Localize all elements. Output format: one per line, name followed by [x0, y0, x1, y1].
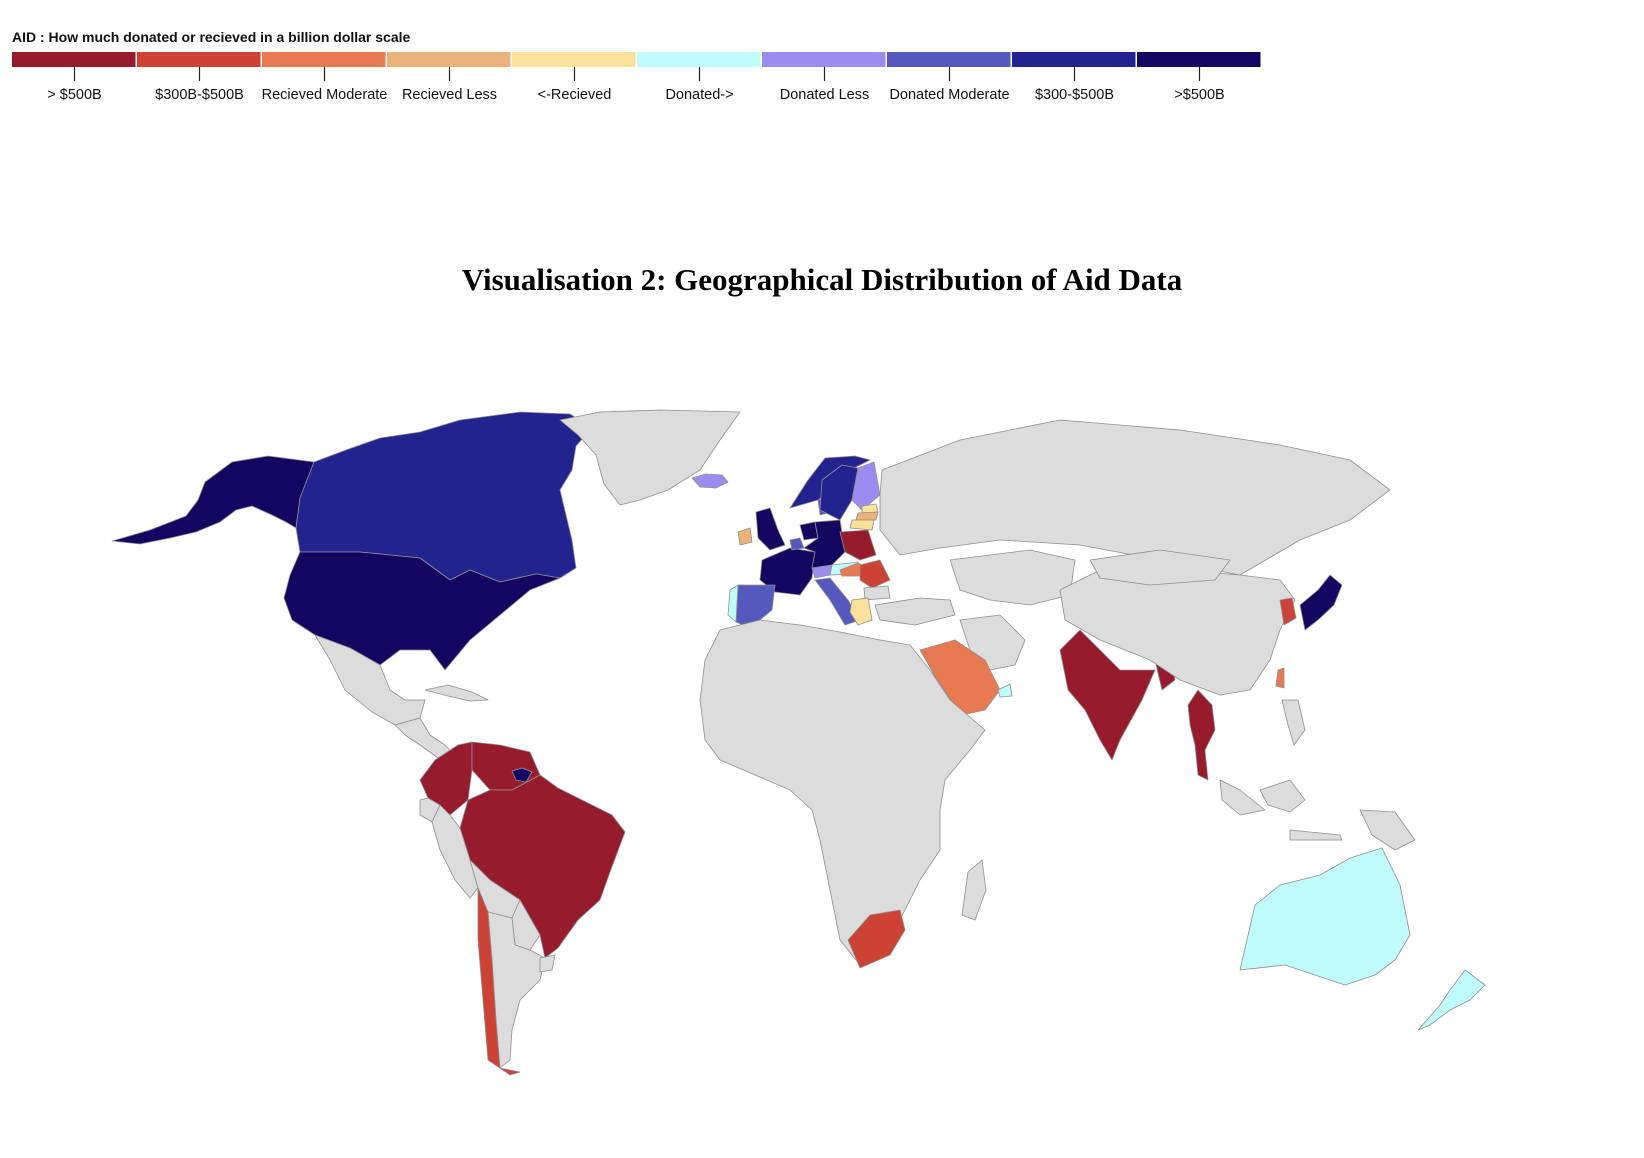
country-philippines[interactable]: Philippines	[1281, 699, 1306, 746]
legend-label: >$500B	[1174, 87, 1224, 103]
country-united-arab-emirates[interactable]: United Arab Emirates	[997, 683, 1013, 698]
country-papua-new-guinea[interactable]: Papua New Guinea	[1359, 809, 1416, 851]
legend-swatch	[1012, 52, 1136, 67]
legend-label: $300B-$500B	[155, 87, 244, 103]
country-japan[interactable]: Japan	[1299, 574, 1343, 631]
country-french-guiana[interactable]: French Guiana	[511, 767, 533, 783]
country-bulgaria[interactable]: Bulgaria	[863, 585, 891, 601]
country-alaska[interactable]: Alaska (United States)	[111, 455, 315, 545]
country-mexico[interactable]: Mexico	[314, 634, 426, 726]
legend-label: Donated->	[665, 87, 733, 103]
legend-swatch	[637, 52, 761, 67]
legend-swatch	[12, 52, 136, 67]
country-iceland[interactable]: Iceland	[691, 473, 729, 489]
country-russia[interactable]: Russia	[879, 419, 1391, 576]
country-thailand[interactable]: Thailand	[1187, 689, 1216, 781]
country-south-korea[interactable]: South Korea	[1279, 597, 1297, 626]
legend-swatch	[887, 52, 1011, 67]
legend-scale: > $500B $300B-$500B Recieved Moderate Recie…	[12, 52, 1261, 103]
country-greece[interactable]: Greece	[849, 597, 873, 626]
legend-label: Recieved Less	[402, 87, 497, 103]
country-greenland[interactable]: Greenland	[559, 409, 741, 506]
country-latvia[interactable]: Latvia	[855, 511, 879, 521]
country-kazakhstan[interactable]: Kazakhstan	[949, 549, 1076, 606]
map-title: Visualisation 2: Geographical Distributi…	[461, 262, 1183, 297]
legend-swatch	[137, 52, 261, 67]
country-africa[interactable]: Africa	[699, 619, 986, 966]
legend-swatch	[262, 52, 386, 67]
country-india[interactable]: India	[1059, 629, 1156, 761]
legend-label: > $500B	[47, 87, 101, 103]
country-belgium[interactable]: Belgium	[789, 537, 805, 551]
country-chile[interactable]: Chile	[477, 887, 521, 1076]
legend-label: Recieved Moderate	[262, 87, 388, 103]
legend-swatch	[387, 52, 511, 67]
legend-label: <-Recieved	[538, 87, 612, 103]
legend-title: AID : How much donated or recieved in a …	[12, 29, 411, 45]
country-romania[interactable]: Romania	[859, 559, 891, 589]
country-new-zealand[interactable]: New Zealand	[1417, 969, 1486, 1031]
country-estonia[interactable]: Estonia	[861, 503, 879, 514]
legend-label: $300-$500B	[1035, 87, 1114, 103]
country-australia[interactable]: Australia	[1239, 847, 1411, 986]
country-mongolia[interactable]: Mongolia	[1089, 549, 1231, 586]
country-indonesia[interactable]: Indonesia	[1219, 779, 1343, 841]
country-taiwan[interactable]: Taiwan	[1275, 667, 1285, 689]
country-turkey[interactable]: Turkey	[874, 597, 956, 626]
country-uruguay[interactable]: Uruguay	[539, 954, 556, 973]
country-united-kingdom[interactable]: United Kingdom	[755, 507, 786, 551]
country-south-africa[interactable]: South Africa	[847, 909, 906, 969]
country-poland[interactable]: Poland	[839, 529, 877, 561]
country-cuba[interactable]: Cuba	[424, 684, 489, 702]
country-lithuania[interactable]: Lithuania	[849, 519, 875, 531]
legend-label: Donated Moderate	[889, 87, 1009, 103]
country-portugal[interactable]: Portugal	[727, 584, 739, 623]
country-finland[interactable]: Finland	[851, 461, 881, 511]
country-united-states[interactable]: United States	[283, 551, 561, 671]
country-madagascar[interactable]: Madagascar	[961, 859, 987, 921]
legend-swatch	[1137, 52, 1261, 67]
legend-swatch	[762, 52, 886, 67]
legend-label: Donated Less	[780, 87, 869, 103]
legend-swatch	[512, 52, 636, 67]
country-ireland[interactable]: Ireland	[737, 527, 753, 546]
